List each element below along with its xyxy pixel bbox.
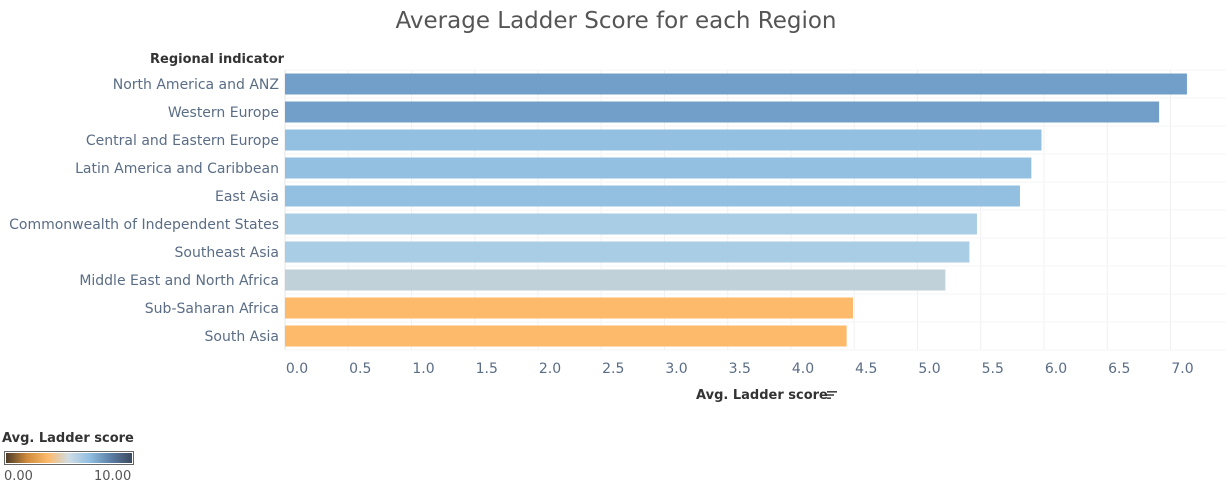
category-label: Southeast Asia — [175, 245, 279, 261]
x-tick-label: 0.5 — [349, 361, 371, 377]
x-tick-labels: 0.0 0.5 1.0 1.5 2.0 2.5 3.0 3.5 4.0 4.5 5.0 5.5 6.0 6… — [286, 361, 1194, 377]
bars — [285, 73, 1187, 347]
category-label: South Asia — [205, 329, 279, 345]
category-label: Western Europe — [168, 105, 279, 121]
legend-min-label: 0.00 — [4, 469, 33, 484]
category-label: Commonwealth of Independent States — [9, 217, 279, 233]
legend-gradient — [6, 453, 132, 463]
x-tick-label: 3.5 — [729, 361, 751, 377]
x-tick-label: 3.0 — [665, 361, 687, 377]
legend-title: Avg. Ladder score — [2, 431, 134, 446]
legend-max-label: 10.00 — [94, 469, 132, 484]
bar[interactable] — [285, 269, 946, 291]
bar[interactable] — [285, 73, 1187, 95]
bar[interactable] — [285, 157, 1032, 179]
x-tick-label: 2.5 — [602, 361, 624, 377]
bar[interactable] — [285, 213, 977, 235]
x-tick-label: 4.0 — [792, 361, 814, 377]
category-label: Central and Eastern Europe — [86, 133, 279, 149]
category-label: Latin America and Caribbean — [75, 161, 279, 177]
bar[interactable] — [285, 241, 970, 263]
category-label: North America and ANZ — [113, 77, 279, 93]
x-axis-title: Avg. Ladder score — [696, 388, 828, 403]
category-labels: North America and ANZ Western Europe Centr… — [9, 77, 279, 345]
x-tick-label: 1.5 — [476, 361, 498, 377]
category-label: Middle East and North Africa — [79, 273, 279, 289]
chart-title: Average Ladder Score for each Region — [395, 8, 837, 34]
category-label: Sub-Saharan Africa — [145, 301, 279, 317]
bar[interactable] — [285, 101, 1160, 123]
bar[interactable] — [285, 325, 847, 347]
x-tick-label: 6.0 — [1045, 361, 1067, 377]
category-label: East Asia — [215, 189, 279, 205]
x-tick-label: 7.0 — [1171, 361, 1193, 377]
x-tick-label: 1.0 — [412, 361, 434, 377]
x-tick-label: 0.0 — [286, 361, 308, 377]
bar[interactable] — [285, 185, 1020, 207]
bar[interactable] — [285, 129, 1042, 151]
x-tick-label: 5.0 — [918, 361, 940, 377]
x-tick-label: 6.5 — [1108, 361, 1130, 377]
x-tick-label: 2.0 — [539, 361, 561, 377]
x-tick-label: 4.5 — [855, 361, 877, 377]
x-tick-label: 5.5 — [982, 361, 1004, 377]
row-header: Regional indicator — [150, 52, 285, 67]
color-legend — [4, 451, 134, 465]
bar[interactable] — [285, 297, 853, 319]
sort-descending-icon[interactable] — [826, 389, 838, 401]
